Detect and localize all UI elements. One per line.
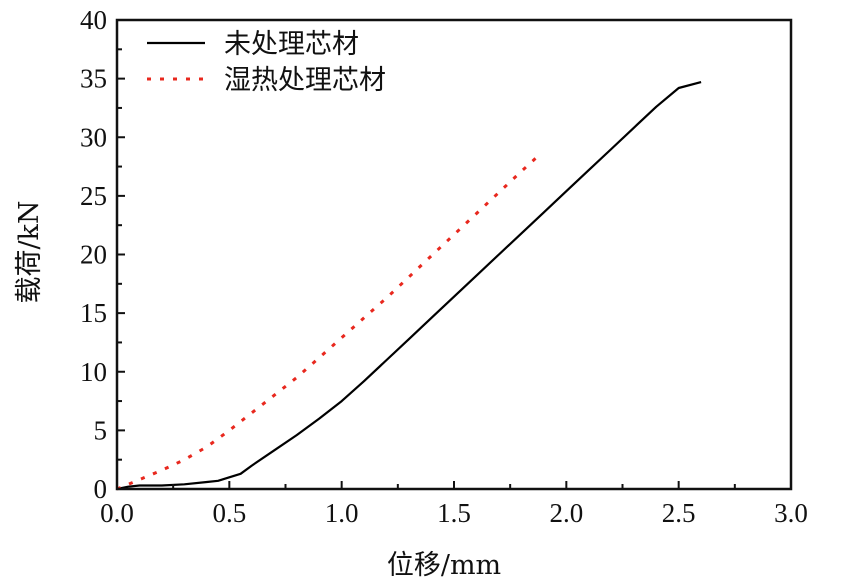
y-tick-label: 20 <box>80 240 107 270</box>
x-tick-label: 2.5 <box>662 498 696 528</box>
plot-frame <box>115 18 793 491</box>
x-tick-label: 2.0 <box>549 498 583 528</box>
y-tick-label: 0 <box>94 474 108 504</box>
y-tick-label: 35 <box>80 64 107 94</box>
x-tick-label: 0.0 <box>100 498 134 528</box>
x-axis-label: 位移/mm <box>387 550 501 581</box>
legend-label-hygrothermal: 湿热处理芯材 <box>224 65 386 96</box>
x-tick-label: 3.0 <box>774 498 808 528</box>
legend: 未处理芯材 湿热处理芯材 <box>147 29 386 96</box>
series-line-untreated <box>116 81 702 491</box>
y-tick-label: 15 <box>80 298 107 328</box>
x-tick-label: 1.5 <box>437 498 471 528</box>
y-tick-label: 30 <box>80 122 107 152</box>
x-tick-label: 1.0 <box>325 498 359 528</box>
tick-layer: 0.0 0.5 1.0 1.5 2.0 2.5 3.0 0 5 10 15 20 25 30 35 40 <box>80 5 808 528</box>
series-line-hygrothermal <box>116 153 541 491</box>
series-layer <box>116 81 702 491</box>
y-tick-label: 40 <box>80 5 107 35</box>
y-axis-label: 载荷/kN <box>14 200 45 303</box>
x-tick-label: 0.5 <box>212 498 246 528</box>
y-tick-label: 25 <box>80 181 107 211</box>
y-tick-label: 5 <box>94 415 108 445</box>
y-tick-label: 10 <box>80 357 107 387</box>
legend-label-untreated: 未处理芯材 <box>224 29 359 60</box>
